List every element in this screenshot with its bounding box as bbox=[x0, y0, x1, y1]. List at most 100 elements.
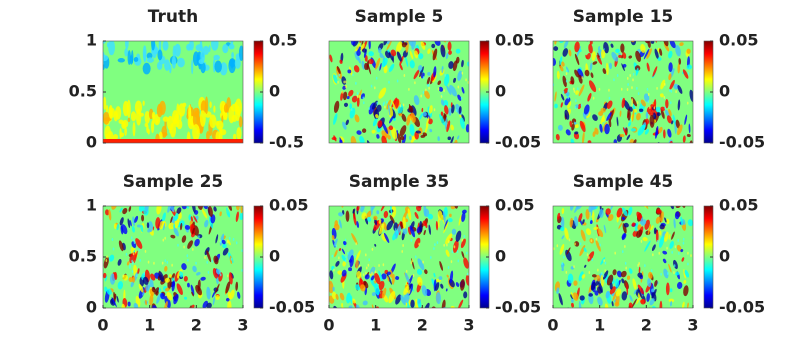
field-texture bbox=[613, 78, 615, 82]
field-texture bbox=[578, 84, 585, 97]
field-texture bbox=[395, 276, 400, 280]
field-texture bbox=[420, 41, 427, 42]
field-texture bbox=[559, 56, 563, 66]
field-texture bbox=[348, 267, 353, 272]
field-texture bbox=[438, 86, 444, 92]
field-texture bbox=[397, 133, 402, 143]
field-texture bbox=[566, 247, 571, 255]
field-texture bbox=[677, 281, 683, 290]
field-texture bbox=[658, 251, 661, 255]
field-texture bbox=[567, 273, 574, 284]
x-tick-label: 3 bbox=[687, 316, 698, 335]
field-texture bbox=[565, 129, 571, 136]
field-texture bbox=[333, 135, 337, 142]
field-texture bbox=[409, 123, 415, 136]
field-texture bbox=[646, 194, 651, 200]
field-texture bbox=[670, 89, 673, 93]
field-texture bbox=[190, 284, 195, 296]
field-texture bbox=[667, 310, 670, 315]
field-texture bbox=[628, 206, 633, 216]
field-texture bbox=[426, 83, 429, 87]
field-texture bbox=[455, 282, 460, 288]
field-texture bbox=[666, 246, 668, 250]
field-texture bbox=[131, 269, 134, 273]
field-texture bbox=[103, 272, 107, 279]
field-texture bbox=[160, 274, 168, 285]
field-texture bbox=[127, 301, 131, 307]
field-texture bbox=[628, 302, 633, 308]
field-texture bbox=[663, 95, 666, 99]
field-texture bbox=[647, 278, 652, 288]
field-texture bbox=[568, 238, 571, 242]
field-texture bbox=[441, 65, 444, 74]
field-texture bbox=[629, 294, 633, 302]
field-texture bbox=[372, 118, 378, 127]
field-texture bbox=[329, 280, 334, 294]
field-texture bbox=[108, 104, 113, 119]
field-texture bbox=[628, 268, 633, 274]
field-texture bbox=[653, 227, 657, 235]
field-texture bbox=[410, 112, 416, 124]
field-texture bbox=[573, 265, 575, 269]
field-texture bbox=[623, 99, 631, 111]
field-texture bbox=[111, 206, 118, 210]
field-texture bbox=[206, 286, 211, 300]
field-texture bbox=[632, 139, 637, 143]
field-texture bbox=[559, 243, 565, 255]
field-texture bbox=[356, 97, 360, 107]
field-texture bbox=[230, 257, 233, 261]
field-texture bbox=[337, 80, 339, 84]
field-texture bbox=[656, 112, 661, 117]
field-texture bbox=[571, 302, 574, 308]
x-tick-label: 0 bbox=[97, 316, 108, 335]
field-texture bbox=[570, 206, 575, 211]
field-texture bbox=[228, 236, 231, 240]
field-texture bbox=[618, 54, 622, 59]
field-texture bbox=[354, 114, 360, 123]
field-texture bbox=[588, 256, 590, 260]
field-texture bbox=[675, 271, 680, 276]
field-texture bbox=[604, 261, 607, 265]
field-texture bbox=[125, 41, 129, 50]
field-texture bbox=[409, 225, 416, 238]
field-texture bbox=[625, 266, 628, 270]
field-texture bbox=[458, 106, 462, 114]
field-texture bbox=[401, 249, 404, 253]
field-texture bbox=[664, 106, 667, 110]
field-texture bbox=[402, 216, 406, 230]
field-texture bbox=[588, 43, 593, 54]
field-texture bbox=[361, 30, 365, 37]
field-texture bbox=[609, 41, 611, 43]
field-texture bbox=[574, 124, 579, 129]
field-texture bbox=[604, 269, 606, 273]
field-texture bbox=[144, 299, 148, 306]
field-texture bbox=[141, 214, 145, 222]
field-texture bbox=[650, 269, 653, 273]
field-texture bbox=[364, 55, 368, 62]
field-texture bbox=[108, 254, 115, 262]
field-texture bbox=[429, 33, 432, 37]
field-texture bbox=[136, 224, 141, 228]
field-texture bbox=[333, 182, 338, 193]
field-texture bbox=[439, 114, 446, 126]
field-texture bbox=[686, 302, 689, 308]
field-texture bbox=[188, 305, 192, 308]
field-texture bbox=[378, 219, 382, 224]
field-texture bbox=[574, 216, 579, 227]
field-texture bbox=[590, 239, 593, 243]
field-texture bbox=[370, 84, 373, 88]
field-texture bbox=[457, 70, 463, 81]
field-texture bbox=[574, 41, 580, 53]
field-texture bbox=[686, 101, 689, 105]
field-texture bbox=[398, 113, 403, 117]
field-texture bbox=[378, 87, 387, 99]
field-texture bbox=[422, 90, 425, 94]
field-texture bbox=[153, 261, 155, 265]
field-texture bbox=[156, 293, 162, 304]
field-texture bbox=[355, 250, 361, 261]
field-texture bbox=[333, 268, 335, 272]
field-texture bbox=[624, 261, 627, 265]
field-texture bbox=[134, 215, 139, 223]
field-texture bbox=[597, 228, 604, 238]
field-texture bbox=[338, 73, 340, 77]
